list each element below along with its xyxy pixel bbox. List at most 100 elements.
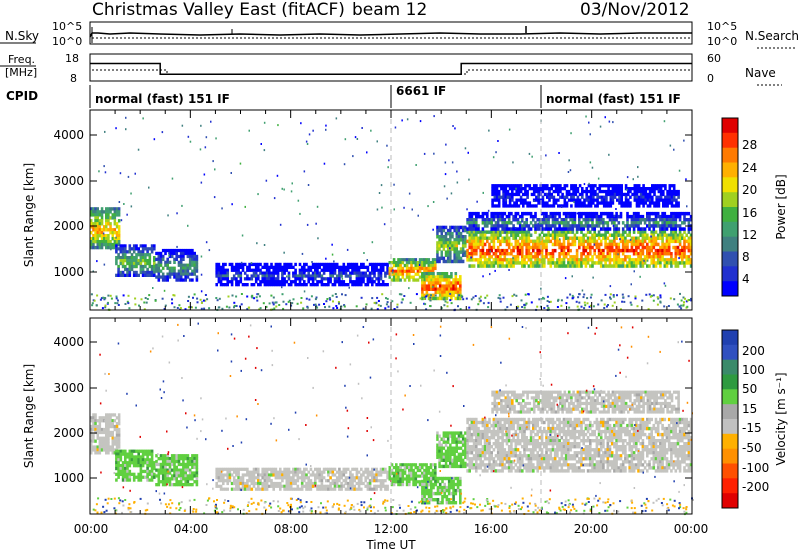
- power-cell: [486, 264, 489, 268]
- power-cell: [381, 265, 385, 269]
- power-cell: [325, 124, 327, 127]
- power-cell: [643, 261, 647, 265]
- power-cell: [113, 228, 117, 232]
- velocity-cell: [338, 479, 341, 483]
- power-cell: [117, 213, 121, 217]
- power-cell: [102, 296, 105, 299]
- power-cell: [672, 204, 676, 208]
- power-cell: [274, 268, 278, 272]
- power-cell: [550, 195, 553, 199]
- power-cell: [565, 201, 569, 205]
- power-cell: [311, 261, 313, 263]
- velocity-cell: [296, 476, 300, 480]
- power-cell: [637, 230, 640, 234]
- noise-right-label: N.Search: [745, 29, 799, 43]
- power-cell: [683, 211, 686, 216]
- velocity-cell: [107, 422, 110, 426]
- power-cell: [248, 268, 251, 272]
- power-cell: [195, 263, 199, 267]
- power-cell: [153, 264, 156, 269]
- velocity-cell: [403, 463, 407, 467]
- power-cell: [100, 242, 104, 247]
- power-cell: [629, 189, 632, 194]
- power-cell: [475, 224, 478, 228]
- power-cell: [578, 201, 582, 205]
- power-cell: [399, 263, 402, 268]
- power-cell: [641, 264, 645, 268]
- power-cell: [159, 263, 163, 267]
- velocity-cell: [98, 442, 102, 446]
- power-cell: [666, 198, 669, 202]
- power-cell: [342, 283, 346, 287]
- power-cell: [536, 227, 539, 231]
- power-cell: [171, 298, 173, 301]
- power-cell: [561, 195, 564, 199]
- velocity-cell: [124, 461, 127, 465]
- power-cell: [491, 189, 494, 194]
- power-cell: [115, 259, 118, 263]
- power-cell: [168, 272, 172, 276]
- velocity-cell: [246, 484, 249, 488]
- velocity-cell: [349, 476, 352, 480]
- velocity-cell: [175, 468, 178, 472]
- power-cell: [499, 242, 502, 247]
- power-cell: [634, 297, 637, 300]
- velocity-cell: [164, 477, 167, 481]
- power-cell: [436, 247, 439, 251]
- power-cell: [438, 228, 441, 233]
- power-cell: [502, 201, 505, 205]
- velocity-cell: [105, 433, 108, 437]
- power-cell: [657, 195, 661, 199]
- power-cell: [265, 280, 269, 284]
- power-cell: [550, 204, 553, 208]
- velocity-cell: [141, 475, 145, 479]
- power-cell: [470, 258, 474, 262]
- power-cell: [314, 303, 317, 306]
- power-cell: [371, 241, 374, 244]
- power-cell: [495, 151, 497, 154]
- velocity-cell: [170, 454, 174, 458]
- power-cell: [430, 272, 433, 276]
- power-cell: [481, 236, 485, 240]
- power-cell: [548, 192, 551, 197]
- power-cell: [115, 236, 117, 239]
- velocity-cell: [399, 463, 402, 467]
- power-cell: [298, 274, 302, 278]
- power-cell: [219, 280, 223, 284]
- power-cell: [613, 227, 616, 231]
- power-cell: [681, 211, 684, 216]
- power-cell: [173, 251, 176, 256]
- velocity-cell: [188, 474, 192, 478]
- velocity-cell: [414, 480, 418, 484]
- power-cell: [678, 257, 680, 260]
- power-cell: [564, 214, 568, 219]
- power-cell: [616, 184, 619, 188]
- power-cell: [107, 222, 110, 226]
- power-cell: [562, 248, 566, 253]
- power-cell: [589, 230, 592, 234]
- velocity-cell: [390, 477, 394, 481]
- power-cell: [457, 231, 461, 236]
- velocity-cell: [342, 467, 346, 471]
- power-cell: [570, 184, 573, 188]
- power-cell: [344, 283, 348, 287]
- power-cell: [276, 262, 280, 267]
- power-cell: [608, 248, 612, 253]
- power-cell: [423, 287, 426, 291]
- power-cell: [168, 252, 170, 255]
- power-cell: [670, 192, 674, 197]
- velocity-cell: [325, 467, 328, 471]
- velocity-cell: [357, 479, 361, 483]
- power-cell: [400, 301, 403, 304]
- power-cell: [447, 293, 451, 298]
- power-cell: [281, 280, 284, 284]
- power-cell: [208, 307, 211, 310]
- power-cell: [327, 283, 330, 287]
- power-cell: [586, 218, 590, 222]
- power-cell: [605, 198, 608, 202]
- power-cell: [470, 248, 474, 253]
- power-cell: [281, 265, 284, 269]
- power-cell: [113, 240, 117, 244]
- power-cell: [669, 144, 672, 147]
- power-cell: [184, 248, 187, 253]
